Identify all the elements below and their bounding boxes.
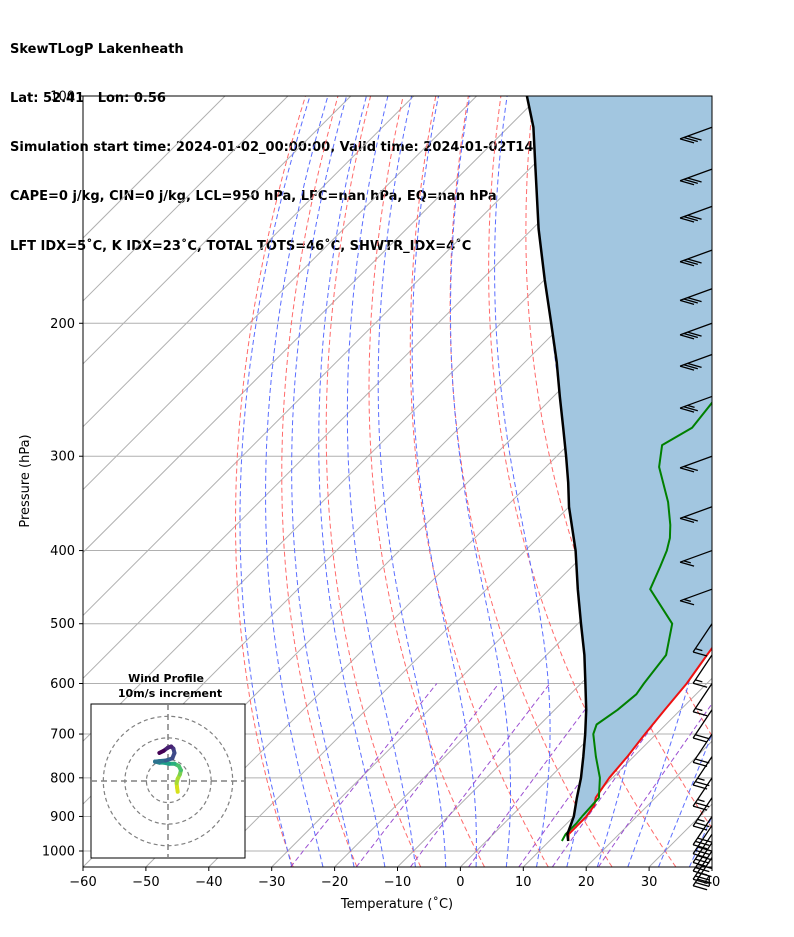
wind-barb: [679, 205, 713, 223]
y-tick-label: 500: [50, 617, 75, 632]
x-tick-label: −10: [384, 875, 411, 890]
moist-adiabat: [265, 96, 329, 867]
dry-adiabat: [762, 96, 794, 867]
isotherm: [711, 866, 712, 867]
y-tick-label: 900: [50, 810, 75, 825]
wind-barb: [692, 777, 713, 811]
moist-adiabat: [411, 96, 477, 867]
mixing-ratio-line: [597, 702, 712, 867]
wind-barb: [692, 654, 713, 688]
x-tick-label: 10: [515, 875, 532, 890]
y-axis-label: Pressure (hPa): [18, 434, 33, 527]
wind-barb: [679, 249, 713, 267]
wind-barb: [679, 353, 713, 371]
isotherm: [271, 425, 712, 867]
wind-barb: [692, 683, 713, 717]
dewpoint-line: [561, 401, 712, 842]
y-tick-label: 200: [50, 317, 75, 332]
wind-barb: [692, 623, 713, 657]
y-tick-label: 1000: [42, 845, 75, 860]
y-tick-label: 300: [50, 450, 75, 465]
x-tick-label: −20: [321, 875, 348, 890]
wind-barb: [679, 506, 713, 524]
y-tick-label: 800: [50, 771, 75, 786]
wind-barb: [679, 126, 713, 144]
moist-adiabat: [494, 96, 551, 867]
wind-barb: [692, 816, 713, 850]
x-axis-label: Temperature (˚C): [340, 896, 453, 912]
mixing-ratio-line: [468, 683, 605, 867]
isotherm: [83, 96, 226, 239]
x-tick-label: 30: [641, 875, 658, 890]
hodograph-segment: [157, 748, 166, 755]
parcel-path-line: [525, 96, 588, 842]
moist-adiabat: [720, 96, 794, 867]
y-tick-label: 100: [50, 90, 75, 105]
moist-adiabat: [450, 96, 511, 867]
y-axis-ticks: 100 200 300 400 500 600 700 800 900 1000: [42, 90, 83, 860]
moist-adiabat: [291, 96, 355, 867]
x-tick-label: 0: [456, 875, 464, 890]
isotherm: [83, 96, 666, 680]
dry-adiabat: [281, 96, 358, 867]
isotherm: [397, 551, 712, 867]
wind-barb: [679, 588, 713, 606]
isotherm: [83, 96, 540, 554]
x-tick-label: 20: [578, 875, 595, 890]
dry-adiabat: [409, 96, 549, 867]
x-tick-label: −50: [132, 875, 159, 890]
chart-title: SkewTLogP Lakenheath: [10, 41, 184, 57]
wind-barb: [679, 455, 713, 473]
isotherm: [83, 96, 415, 428]
moist-adiabat: [346, 96, 416, 867]
mixing-ratio-line: [355, 683, 500, 867]
isotherm: [83, 96, 289, 302]
wind-barbs: [679, 126, 713, 891]
y-tick-label: 400: [50, 544, 75, 559]
wind-barb: [692, 857, 713, 891]
moist-adiabat: [658, 732, 712, 867]
hodograph-subtitle: 10m/s increment: [118, 687, 222, 700]
dry-adiabat: [235, 96, 306, 867]
x-tick-label: −60: [69, 875, 96, 890]
moist-adiabat: [318, 96, 386, 867]
dry-adiabat: [729, 96, 794, 867]
moist-adiabat: [239, 96, 311, 867]
hodograph-inset: Wind Profile 10m/s increment: [90, 672, 246, 859]
isotherm: [145, 300, 712, 867]
y-tick-label: 600: [50, 677, 75, 692]
hodograph-title: Wind Profile: [128, 672, 204, 685]
temperature-line: [567, 646, 712, 842]
x-tick-label: 40: [704, 875, 721, 890]
wind-barb: [679, 322, 713, 340]
wind-barb: [679, 288, 713, 305]
wind-barb: [692, 709, 713, 743]
mixing-ratio-line: [290, 683, 438, 867]
moist-adiabat: [627, 96, 712, 867]
isotherm: [522, 677, 712, 867]
moist-adiabat: [377, 96, 447, 867]
x-axis-ticks: −60 −50 −40 −30 −20 −10 0 10 20 30 40: [69, 867, 720, 890]
location-line: Lat: 52.41 Lon: 0.56: [10, 91, 166, 107]
x-tick-label: −30: [258, 875, 285, 890]
wind-barb: [679, 395, 713, 413]
dry-adiabat: [368, 96, 485, 867]
y-tick-label: 700: [50, 728, 75, 743]
isotherm: [83, 96, 352, 365]
wind-barb: [692, 797, 713, 831]
isotherm: [83, 96, 603, 617]
x-tick-label: −40: [195, 875, 222, 890]
dry-adiabat: [325, 96, 422, 867]
mixing-ratio-line: [409, 683, 551, 867]
profiles: [525, 96, 712, 842]
dry-adiabat: [488, 96, 677, 867]
wind-barb: [679, 549, 713, 567]
wind-barb: [692, 756, 713, 790]
isotherm: [334, 488, 712, 867]
wind-barb: [679, 168, 713, 186]
isotherm: [83, 96, 477, 491]
